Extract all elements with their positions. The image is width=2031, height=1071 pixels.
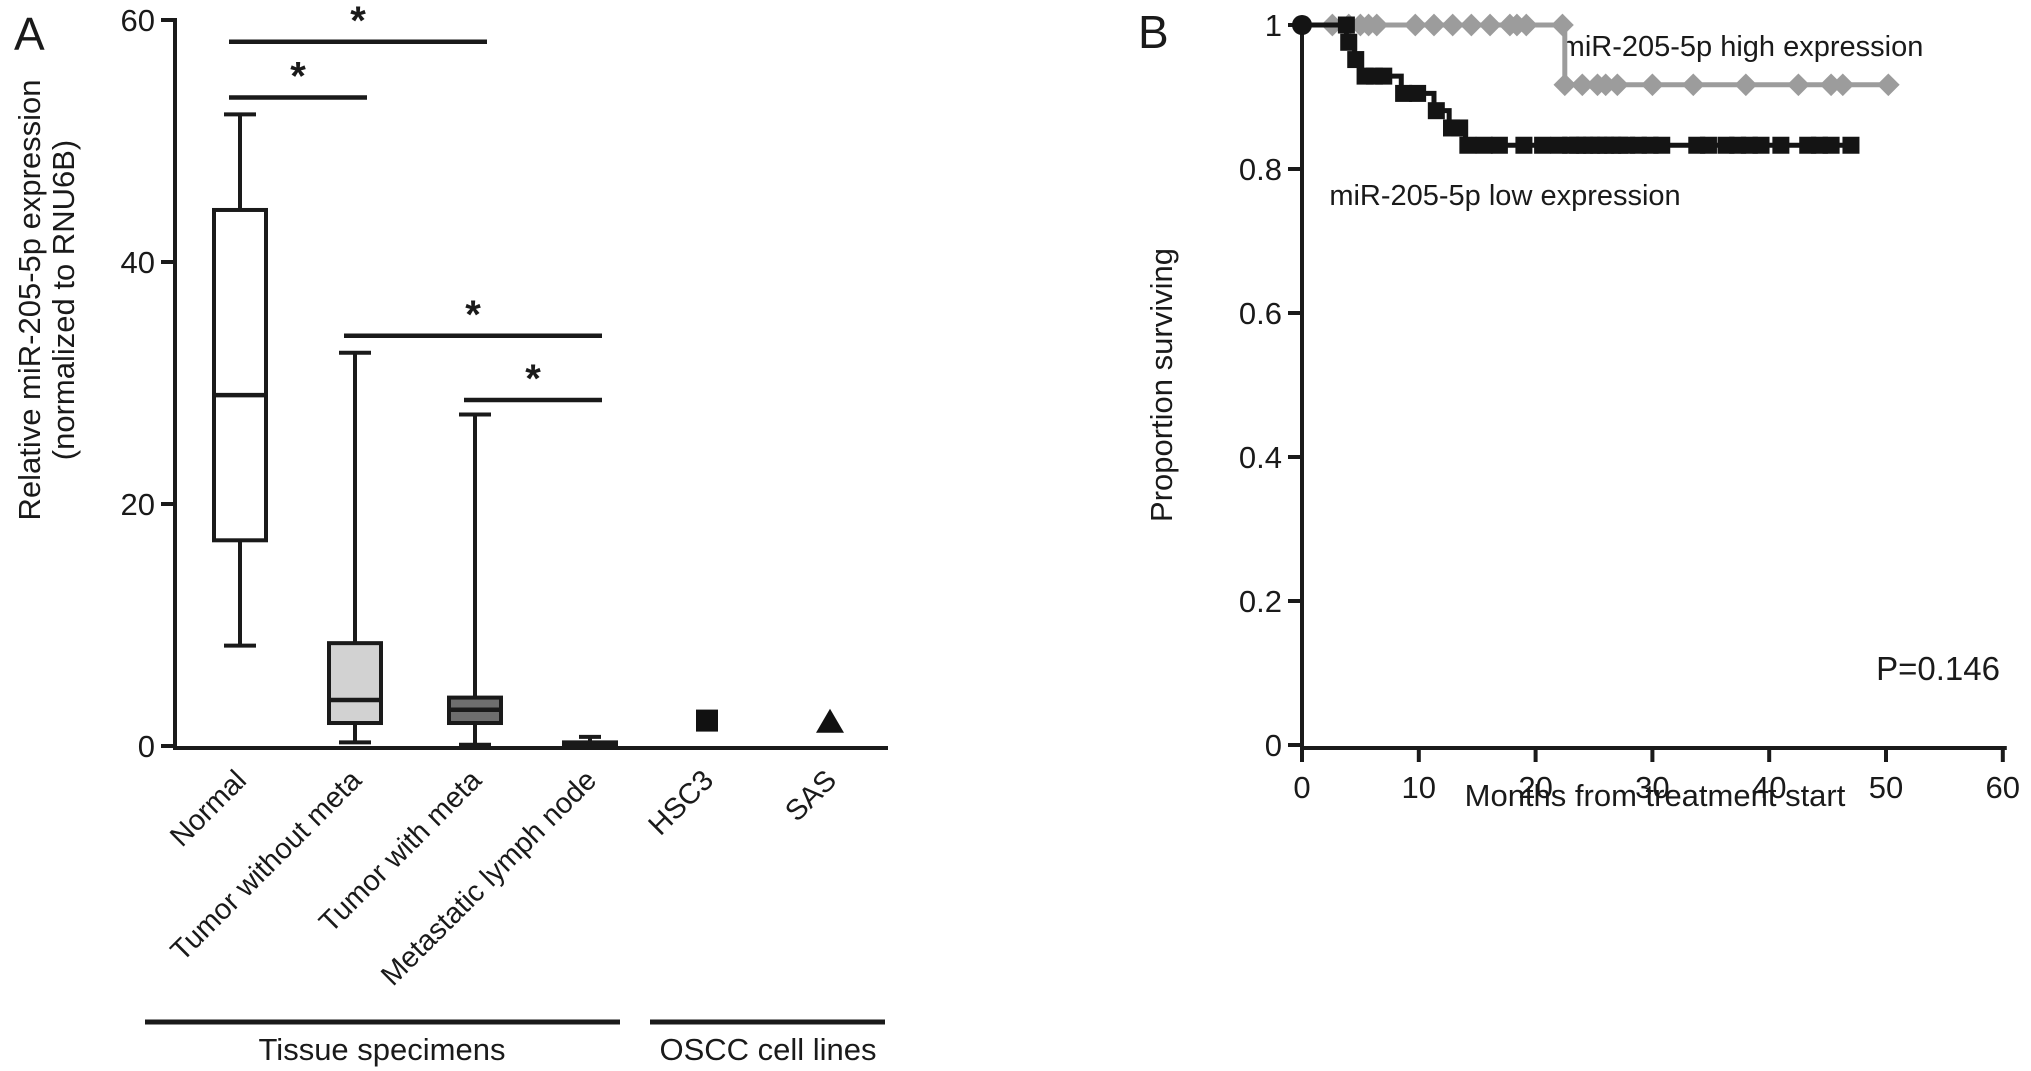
censor-square: [1772, 136, 1790, 154]
panel-a-significance-bars: * * * *: [229, 0, 602, 403]
censor-square: [1340, 33, 1358, 51]
a-category-label: Metastatic lymph node: [375, 764, 603, 992]
tissue-specimens-group-label: Tissue specimens: [259, 1032, 506, 1067]
censor-square: [1752, 136, 1770, 154]
censor-diamond: [1734, 73, 1758, 97]
a-y-tick-label: 40: [121, 245, 155, 280]
b-y-tick-label: 0.2: [1239, 584, 1282, 619]
panel-a-label: A: [14, 8, 45, 60]
censor-diamond: [1877, 73, 1900, 97]
significance-asterisk: *: [350, 0, 366, 43]
panel-a-y-axis-title-line2: (normalized to RNU6B): [46, 140, 81, 460]
censor-square: [1337, 16, 1355, 34]
b-y-tick-label: 0.6: [1239, 296, 1282, 331]
oscc-cell-lines-group-label: OSCC cell lines: [659, 1032, 876, 1067]
box-normal: [212, 207, 268, 543]
b-x-tick-label: 50: [1869, 770, 1903, 805]
censor-square: [1515, 136, 1533, 154]
censor-square: [1427, 102, 1445, 120]
censor-square: [1459, 136, 1477, 154]
panel-b-x-axis-title: Months from treatment start: [1465, 778, 1846, 813]
b-x-tick-label: 20: [1518, 770, 1552, 805]
censor-diamond: [1831, 73, 1855, 97]
a-y-tick-label: 20: [121, 487, 155, 522]
significance-asterisk: *: [290, 54, 306, 98]
censor-diamond: [1478, 13, 1502, 37]
censor-square: [1822, 136, 1840, 154]
panel-b-axes: 00.20.40.60.810 10 20 30 40 50 60: [1239, 8, 2020, 805]
b-y-tick-label: 0.8: [1239, 152, 1282, 187]
a-category-label: HSC3: [643, 764, 720, 841]
sas-triangle-marker: [816, 708, 844, 733]
panel-a-cell-line-points: [696, 708, 844, 733]
b-x-tick-label: 60: [1986, 770, 2020, 805]
censor-diamond: [1571, 73, 1594, 97]
censor-square: [1347, 51, 1365, 69]
b-x-tick-label: 40: [1752, 770, 1786, 805]
panel-a-y-axis-title-line1: Relative miR-205-5p expression: [12, 79, 47, 520]
a-category-label: SAS: [779, 764, 843, 828]
censor-diamond: [1594, 73, 1617, 97]
curve-origin-dot: [1292, 15, 1312, 35]
censor-square: [1534, 136, 1552, 154]
censor-square: [1699, 136, 1717, 154]
b-y-tick-label: 0: [1265, 728, 1282, 763]
a-y-tick-label: 60: [121, 3, 155, 38]
censor-diamond: [1681, 73, 1705, 97]
legend-high-expression: miR-205-5p high expression: [1561, 31, 1924, 63]
p-value-label: P=0.146: [1876, 650, 2000, 687]
censor-diamond: [1787, 73, 1810, 97]
hsc3-square-marker: [696, 709, 718, 732]
censor-square: [1490, 136, 1508, 154]
panel-b-label: B: [1138, 6, 1169, 58]
panel-a-axes: 0 20 40 60: [121, 3, 888, 764]
censor-diamond: [1641, 73, 1664, 97]
box-tumor-without-meta: [327, 641, 383, 726]
b-x-tick-label: 10: [1402, 770, 1436, 805]
a-y-tick-label: 0: [138, 729, 155, 764]
b-y-tick-label: 0.4: [1239, 440, 1282, 475]
censor-square: [1375, 67, 1393, 85]
censor-square: [1409, 84, 1427, 102]
panel-b-y-axis-title: Proportion surviving: [1144, 248, 1179, 522]
censor-square: [1842, 136, 1860, 154]
significance-asterisk: *: [525, 357, 541, 401]
censor-square: [1451, 119, 1469, 137]
censor-square: [1395, 84, 1413, 102]
b-x-tick-label: 30: [1635, 770, 1669, 805]
b-x-tick-label: 0: [1293, 770, 1310, 805]
a-category-label: Normal: [164, 764, 253, 853]
significance-asterisk: *: [465, 293, 481, 337]
censor-square: [1475, 136, 1493, 154]
panel-a-boxplots: [212, 112, 618, 748]
censor-square: [1653, 136, 1671, 154]
censor-diamond: [1819, 73, 1843, 97]
b-y-tick-label: 1: [1265, 8, 1282, 43]
censor-diamond: [1553, 73, 1577, 97]
legend-low-expression: miR-205-5p low expression: [1329, 180, 1680, 212]
censor-diamond: [1606, 73, 1629, 97]
